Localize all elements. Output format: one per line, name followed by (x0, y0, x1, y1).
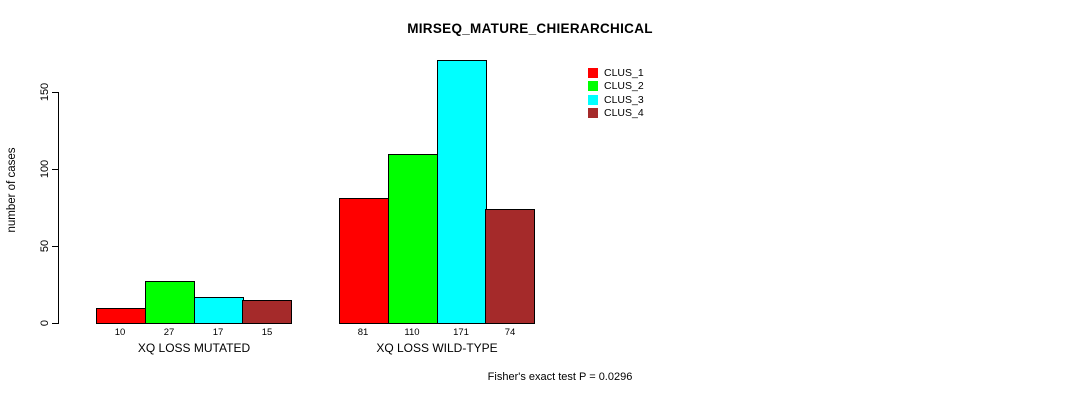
bar-value-label: 171 (453, 327, 469, 338)
legend-label: CLUS_4 (604, 107, 644, 120)
chart-title: MIRSEQ_MATURE_CHIERARCHICAL (407, 21, 653, 36)
legend: CLUS_1 CLUS_2 CLUS_3 CLUS_4 (588, 66, 644, 120)
legend-item-clus_4: CLUS_4 (588, 107, 644, 121)
y-axis-tick (52, 92, 58, 93)
legend-label: CLUS_2 (604, 80, 644, 93)
bar-value-label: 27 (163, 327, 175, 338)
bar-clus_4-group2 (485, 209, 535, 324)
bar-value-label: 81 (357, 327, 369, 338)
bar-clus_1-group2 (339, 198, 389, 324)
fisher-test-note: Fisher's exact test P = 0.0296 (487, 371, 633, 383)
x-category-label-wild-type: XQ LOSS WILD-TYPE (376, 341, 498, 355)
bar-clus_1-group1 (96, 308, 146, 324)
legend-swatch-icon (588, 81, 598, 92)
legend-label: CLUS_1 (604, 66, 644, 79)
y-axis-line (58, 92, 59, 324)
y-axis-tick (52, 169, 58, 170)
bar-clus_3-group1 (194, 297, 244, 324)
x-category-label-mutated: XQ LOSS MUTATED (137, 341, 251, 355)
y-axis-tick-label: 0 (39, 319, 51, 327)
y-axis-tick-label: 150 (39, 82, 51, 102)
bar-value-label: 74 (504, 327, 516, 338)
y-axis-tick-label: 100 (39, 159, 51, 179)
bar-clus_4-group1 (242, 300, 292, 324)
y-axis-tick (52, 323, 58, 324)
legend-label: CLUS_3 (604, 93, 644, 106)
legend-swatch-icon (588, 108, 598, 119)
y-axis-title: number of cases (6, 147, 18, 233)
bar-clus_2-group1 (145, 281, 195, 324)
bar-value-label: 110 (404, 327, 420, 338)
y-axis-tick-label: 50 (39, 239, 51, 253)
legend-swatch-icon (588, 67, 598, 78)
bar-clus_2-group2 (388, 154, 438, 324)
bar-clus_3-group2 (437, 60, 487, 324)
legend-item-clus_3: CLUS_3 (588, 93, 644, 107)
y-axis-tick (52, 246, 58, 247)
legend-item-clus_1: CLUS_1 (588, 66, 644, 80)
bar-value-label: 15 (261, 327, 273, 338)
bar-value-label: 17 (212, 327, 224, 338)
legend-swatch-icon (588, 94, 598, 105)
legend-item-clus_2: CLUS_2 (588, 80, 644, 94)
bar-value-label: 10 (114, 327, 126, 338)
